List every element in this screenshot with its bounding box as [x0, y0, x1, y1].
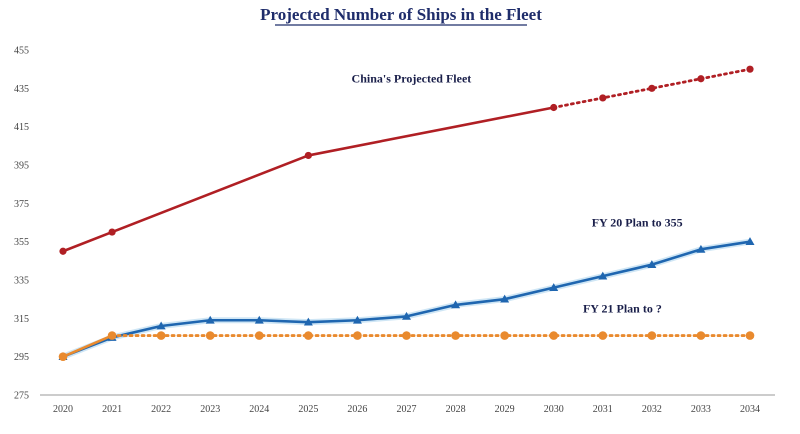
x-tick-label: 2027: [397, 404, 417, 415]
data-point: [746, 65, 754, 73]
data-point: [304, 151, 312, 160]
x-tick-label: 2024: [249, 404, 269, 415]
y-axis-ticks: 275 295 315 335 355 375 395 415 435 455: [14, 46, 29, 402]
x-axis-ticks: 2020 2021 2022 2023 2024 2025 2026 2027 2028 2029…: [53, 404, 760, 415]
y-tick-label: 295: [14, 352, 29, 363]
x-tick-label: 2023: [200, 404, 220, 415]
series-layer: [58, 65, 755, 361]
data-point: [205, 315, 215, 324]
data-point: [353, 331, 362, 340]
series-line-projected: [552, 67, 752, 109]
data-point: [156, 331, 166, 340]
data-point: [647, 260, 657, 269]
series-fy-20-plan-to-355: [58, 237, 755, 361]
annotation-label: FY 21 Plan to ?: [583, 302, 662, 316]
data-point: [451, 331, 460, 340]
annotation-label: China's Projected Fleet: [352, 72, 472, 86]
data-point: [254, 331, 264, 340]
data-point: [599, 94, 607, 102]
data-point: [697, 75, 705, 83]
data-point: [598, 331, 608, 340]
y-tick-label: 415: [14, 122, 29, 133]
x-tick-label: 2029: [495, 404, 515, 415]
data-point: [108, 228, 116, 236]
data-point: [59, 247, 67, 255]
annotation-label: FY 20 Plan to 355: [592, 215, 683, 229]
data-point: [696, 331, 706, 340]
y-tick-label: 395: [14, 161, 29, 172]
data-point: [352, 315, 362, 324]
data-point: [745, 237, 755, 246]
y-tick-label: 375: [14, 199, 29, 210]
x-tick-label: 2022: [151, 404, 171, 415]
data-point: [402, 311, 411, 320]
x-tick-label: 2031: [593, 404, 613, 415]
y-tick-label: 435: [14, 84, 29, 95]
data-point: [451, 300, 461, 309]
series-fy-21-plan-to: [58, 331, 755, 361]
chart-title: Projected Number of Ships in the Fleet: [260, 5, 542, 24]
x-tick-label: 2032: [642, 404, 662, 415]
data-point: [598, 271, 608, 280]
annotations: China's Projected Fleet FY 20 Plan to 355…: [352, 72, 683, 316]
x-tick-label: 2033: [691, 404, 711, 415]
data-point: [402, 331, 411, 340]
y-tick-label: 275: [14, 391, 29, 402]
series-line: [62, 334, 113, 358]
data-point: [648, 84, 656, 92]
y-tick-label: 335: [14, 276, 29, 287]
y-tick-label: 355: [14, 237, 29, 248]
x-tick-label: 2020: [53, 404, 73, 415]
x-tick-label: 2021: [102, 404, 122, 415]
data-point: [205, 331, 215, 340]
data-point: [696, 244, 706, 253]
data-point: [745, 331, 755, 340]
x-tick-label: 2030: [544, 404, 564, 415]
x-tick-label: 2025: [298, 404, 318, 415]
x-tick-label: 2026: [347, 404, 367, 415]
y-tick-label: 315: [14, 314, 29, 325]
data-point: [549, 331, 559, 340]
data-point: [58, 352, 68, 361]
data-point: [156, 321, 166, 330]
series-line: [62, 106, 554, 253]
x-tick-label: 2028: [446, 404, 466, 415]
data-point: [549, 283, 559, 292]
y-tick-label: 455: [14, 46, 29, 57]
data-point: [254, 315, 264, 324]
data-point: [304, 331, 313, 340]
data-point: [107, 331, 117, 340]
data-point: [647, 331, 657, 340]
x-tick-label: 2034: [740, 404, 760, 415]
data-point: [550, 103, 558, 112]
data-point: [500, 294, 510, 303]
data-point: [303, 317, 313, 326]
series-china-s-projected-fleet: [59, 65, 754, 255]
data-point: [500, 331, 509, 340]
